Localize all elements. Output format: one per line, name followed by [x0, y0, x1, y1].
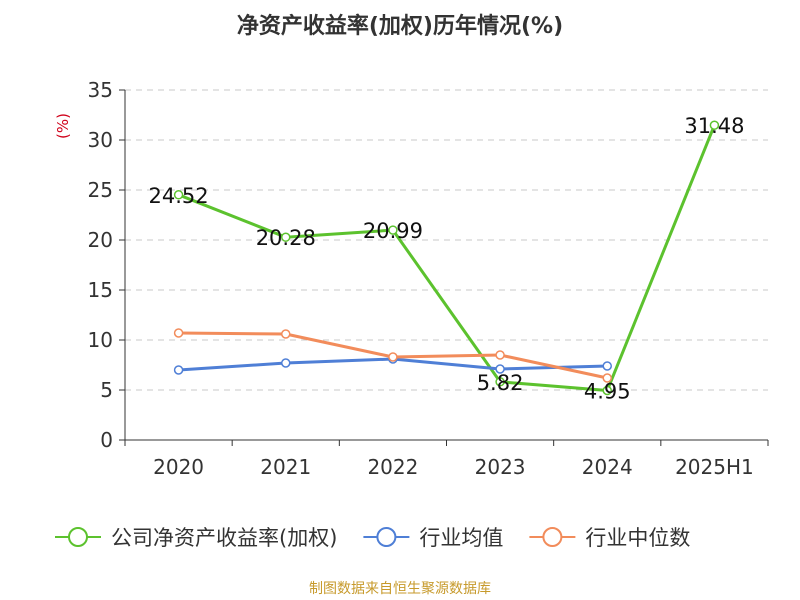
legend-marker — [376, 527, 397, 547]
source-note: 制图数据来自恒生聚源数据库 — [309, 581, 491, 597]
y-tick-label: 25 — [88, 178, 113, 202]
y-axis-label: (%) — [54, 113, 72, 139]
series-point-0 — [495, 377, 505, 387]
series-point-0 — [281, 232, 291, 242]
series-point-2 — [495, 350, 505, 360]
series-point-0 — [173, 190, 184, 200]
data-label: 24.52 — [149, 184, 209, 208]
data-label: 4.95 — [584, 380, 631, 404]
x-tick-label: 2020 — [153, 455, 204, 479]
y-tick-label: 0 — [100, 428, 113, 452]
series-point-1 — [281, 358, 291, 368]
x-tick-label: 2025H1 — [675, 455, 754, 479]
y-tick-label: 30 — [88, 128, 113, 152]
y-tick-label: 15 — [88, 278, 113, 302]
axes: 0 5 10 15 20 25 30 35 2020 2021 2022 2023 2024 2025H1… — [54, 78, 769, 479]
y-tick-label: 35 — [88, 78, 113, 102]
legend-marker — [542, 527, 563, 547]
data-label: 20.99 — [363, 219, 423, 243]
series-point-2 — [173, 328, 184, 338]
series-point-1 — [602, 361, 612, 371]
series-point-0 — [709, 120, 720, 130]
legend-marker — [68, 527, 88, 547]
y-tick-label: 10 — [88, 328, 113, 352]
x-tick-label: 2021 — [260, 455, 311, 479]
y-tick-label: 5 — [100, 378, 113, 402]
legend: 公司净资产收益率(加权) 行业均值 行业中位数 — [55, 526, 690, 550]
x-tick-label: 2022 — [367, 455, 418, 479]
x-tick-label: 2023 — [475, 455, 526, 479]
series-group — [173, 120, 720, 396]
series-point-0 — [602, 385, 612, 396]
series-point-1 — [173, 365, 184, 375]
data-label: 20.28 — [256, 226, 316, 250]
data-labels: 24.52 20.28 20.99 5.82 4.95 31.48 — [149, 114, 745, 403]
series-point-2 — [388, 352, 398, 362]
data-label: 5.82 — [477, 371, 524, 395]
series-line-0 — [178, 124, 716, 392]
chart-title: 净资产收益率(加权)历年情况(%) — [236, 14, 564, 39]
legend-label: 行业中位数 — [585, 526, 690, 550]
series-point-0 — [388, 225, 398, 235]
series-point-2 — [602, 373, 612, 383]
x-tick-label: 2024 — [582, 455, 633, 479]
series-point-2 — [281, 329, 291, 339]
data-label: 31.48 — [684, 114, 744, 138]
y-tick-label: 20 — [88, 228, 113, 252]
legend-label: 公司净资产收益率(加权) — [111, 526, 337, 550]
series-point-1 — [495, 364, 505, 374]
legend-label: 行业均值 — [419, 526, 503, 550]
gridlines — [125, 89, 768, 391]
